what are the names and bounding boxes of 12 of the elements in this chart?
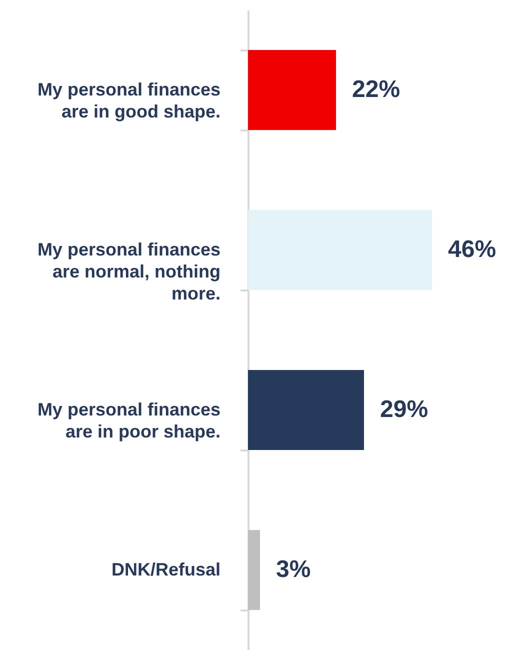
data-label: 3%	[276, 556, 311, 583]
bar	[248, 50, 336, 130]
y-tick-label: My personal finances are normal, nothing more.	[37, 240, 220, 304]
data-label: 29%	[380, 396, 428, 423]
bar	[248, 210, 432, 290]
data-label: 22%	[352, 76, 400, 103]
y-tick-label: My personal finances are in poor shape.	[37, 400, 220, 442]
data-label: 46%	[448, 236, 496, 263]
bar	[248, 370, 364, 450]
y-tick-label: DNK/Refusal	[111, 560, 220, 580]
bar	[248, 530, 260, 610]
y-tick-label: My personal finances are in good shape.	[37, 80, 220, 122]
